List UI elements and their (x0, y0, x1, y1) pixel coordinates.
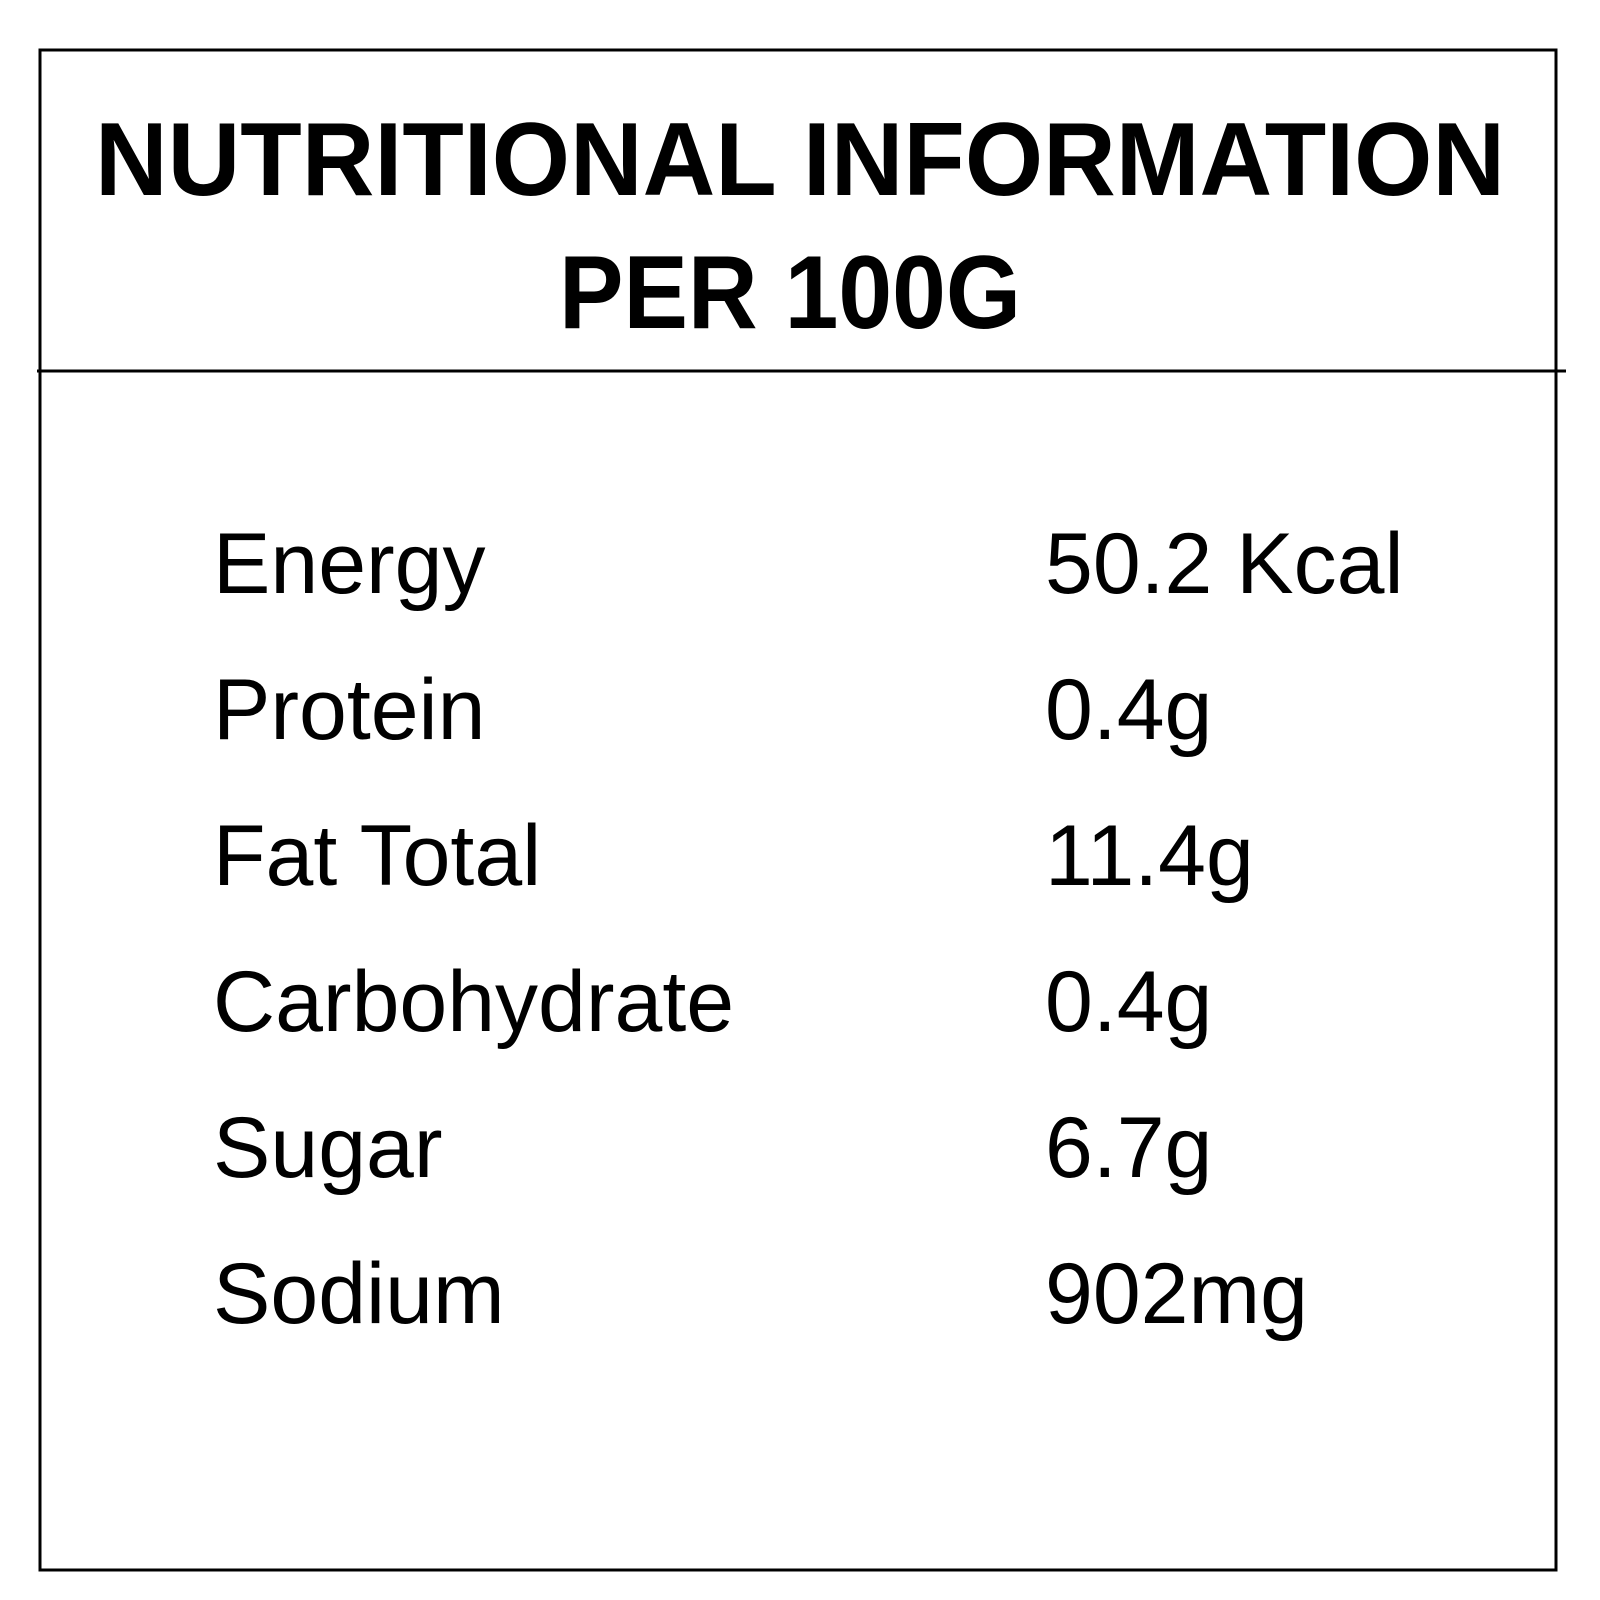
title-line: PER 100G (559, 235, 1021, 351)
nutrient-name: Sodium (213, 1246, 505, 1342)
nutrient-name: Energy (213, 516, 486, 612)
nutrient-value: 0.4g (1045, 662, 1212, 758)
nutrient-name: Protein (213, 662, 486, 758)
nutrient-name: Sugar (213, 1100, 443, 1196)
nutrient-value: 6.7g (1045, 1100, 1212, 1196)
nutrient-name: Carbohydrate (213, 954, 734, 1050)
label-border (38, 48, 1558, 1572)
nutrient-table: Energy 50.2 Kcal Protein 0.4g Fat Total 11.4g… (213, 516, 1404, 1342)
nutrient-value: 902mg (1045, 1246, 1308, 1342)
nutrient-value: 0.4g (1045, 954, 1212, 1050)
nutrient-value: 11.4g (1045, 808, 1254, 904)
nutrient-value: 50.2 Kcal (1045, 516, 1404, 612)
nutrient-name: Fat Total (213, 808, 541, 904)
title-line: NUTRITIONAL INFORMATION (95, 102, 1505, 218)
